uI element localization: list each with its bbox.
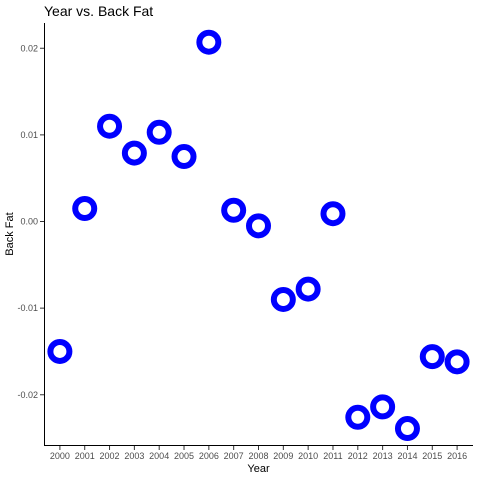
y-tick-label: 0.01	[20, 130, 38, 140]
y-axis-label: Back Fat	[4, 212, 16, 255]
x-tick-label: 2013	[373, 451, 393, 461]
x-tick-label: 2012	[348, 451, 368, 461]
data-point	[370, 394, 396, 420]
data-point	[444, 349, 470, 375]
x-tick-label: 2002	[100, 451, 120, 461]
y-tick-label: 0.00	[20, 217, 38, 227]
x-tick-label: 2008	[248, 451, 268, 461]
data-point	[146, 119, 172, 145]
data-point	[270, 286, 296, 312]
x-tick-label: 2011	[323, 451, 342, 461]
plot-area	[47, 29, 470, 442]
x-tick-label: 2009	[273, 451, 293, 461]
x-axis-ticks: 2000 2001 2002 2003 2004 2005 2006 2007 2008 2009…	[50, 446, 467, 461]
x-tick-label: 2015	[422, 451, 442, 461]
data-point	[246, 213, 271, 239]
y-axis-ticks: -0.02 -0.01 0.00 0.01 0.02	[17, 43, 44, 400]
chart-title: Year vs. Back Fat	[44, 3, 153, 19]
x-tick-label: 2004	[149, 451, 169, 461]
x-tick-label: 2000	[50, 451, 70, 461]
data-point	[221, 197, 247, 223]
x-tick-label: 2003	[124, 451, 144, 461]
x-tick-label: 2007	[224, 451, 244, 461]
data-point	[121, 140, 147, 166]
data-point	[72, 196, 98, 222]
data-point	[295, 276, 321, 302]
data-point	[345, 404, 371, 430]
data-point	[47, 338, 73, 364]
x-tick-label: 2001	[75, 451, 95, 461]
data-point	[394, 416, 420, 442]
y-tick-label: 0.02	[20, 43, 38, 53]
x-tick-label: 2005	[174, 451, 194, 461]
x-tick-label: 2014	[397, 451, 417, 461]
x-axis-label: Year	[247, 463, 270, 475]
data-point	[320, 201, 346, 227]
x-tick-label: 2006	[199, 451, 219, 461]
x-tick-label: 2016	[447, 451, 467, 461]
data-point	[196, 29, 222, 55]
data-point	[171, 144, 197, 170]
data-point	[419, 344, 445, 370]
y-tick-label: -0.01	[17, 303, 38, 313]
x-tick-label: 2010	[298, 451, 318, 461]
data-point	[97, 113, 123, 139]
y-tick-label: -0.02	[17, 390, 38, 400]
